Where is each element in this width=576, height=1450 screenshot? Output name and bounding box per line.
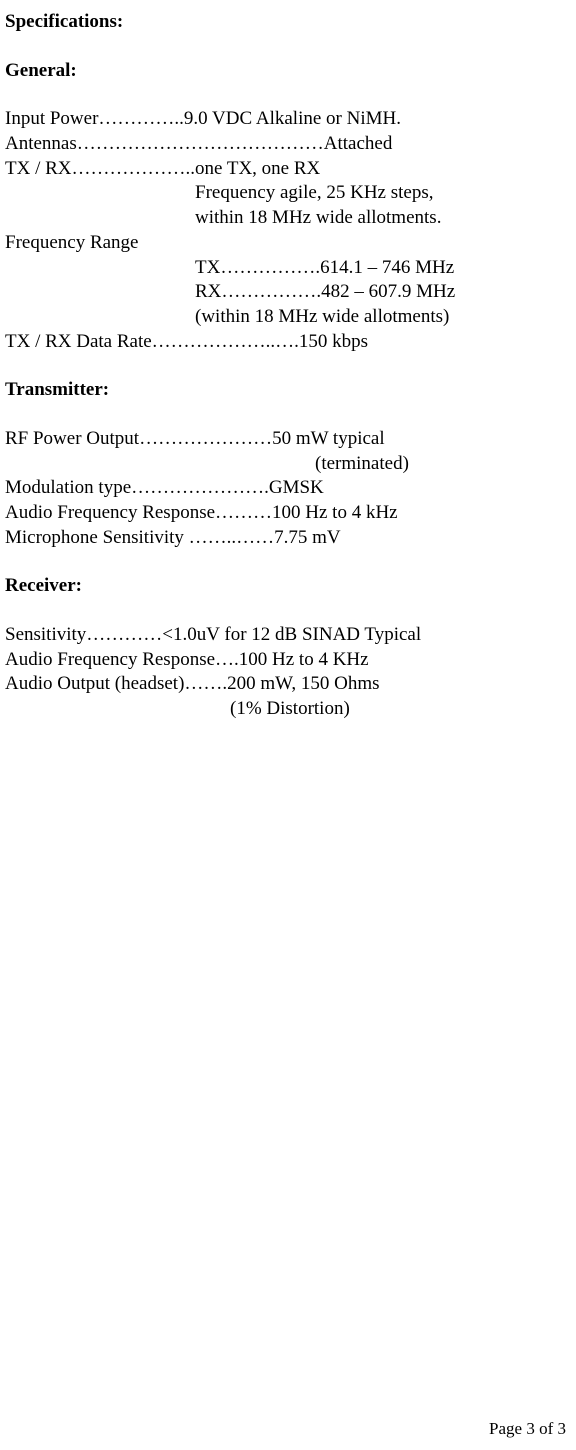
transmitter-section: RF Power Output…………………50 mW typical (ter… [5, 427, 571, 550]
transmitter-heading: Transmitter: [5, 378, 571, 403]
spec-line: Audio Frequency Response………100 Hz to 4 k… [5, 501, 571, 526]
spec-line: Input Power…………..9.0 VDC Alkaline or NiM… [5, 107, 571, 132]
general-section: Input Power…………..9.0 VDC Alkaline or NiM… [5, 107, 571, 354]
specifications-heading: Specifications: [5, 10, 571, 35]
spec-line: TX / RX Data Rate………………..….150 kbps [5, 330, 571, 355]
receiver-section: Sensitivity…………<1.0uV for 12 dB SINAD Ty… [5, 623, 571, 722]
spec-line: (terminated) [5, 452, 571, 477]
spec-line: Audio Frequency Response….100 Hz to 4 KH… [5, 648, 571, 673]
spec-line: Antennas…………………………………Attached [5, 132, 571, 157]
spec-line: RX…………….482 – 607.9 MHz [5, 280, 571, 305]
spec-line: Microphone Sensitivity ……..……7.75 mV [5, 526, 571, 551]
spec-line: TX / RX………………..one TX, one RX [5, 157, 571, 182]
spec-line: within 18 MHz wide allotments. [5, 206, 571, 231]
spec-line: TX…………….614.1 – 746 MHz [5, 256, 571, 281]
spec-line: (within 18 MHz wide allotments) [5, 305, 571, 330]
spec-line: Audio Output (headset)…….200 mW, 150 Ohm… [5, 672, 571, 697]
spec-line: (1% Distortion) [5, 697, 571, 722]
general-heading: General: [5, 59, 571, 84]
spec-line: Modulation type………………….GMSK [5, 476, 571, 501]
spec-line: RF Power Output…………………50 mW typical [5, 427, 571, 452]
spec-line: Sensitivity…………<1.0uV for 12 dB SINAD Ty… [5, 623, 571, 648]
spec-line: Frequency Range [5, 231, 571, 256]
spec-line: Frequency agile, 25 KHz steps, [5, 181, 571, 206]
page-footer: Page 3 of 3 [489, 1418, 566, 1440]
receiver-heading: Receiver: [5, 574, 571, 599]
